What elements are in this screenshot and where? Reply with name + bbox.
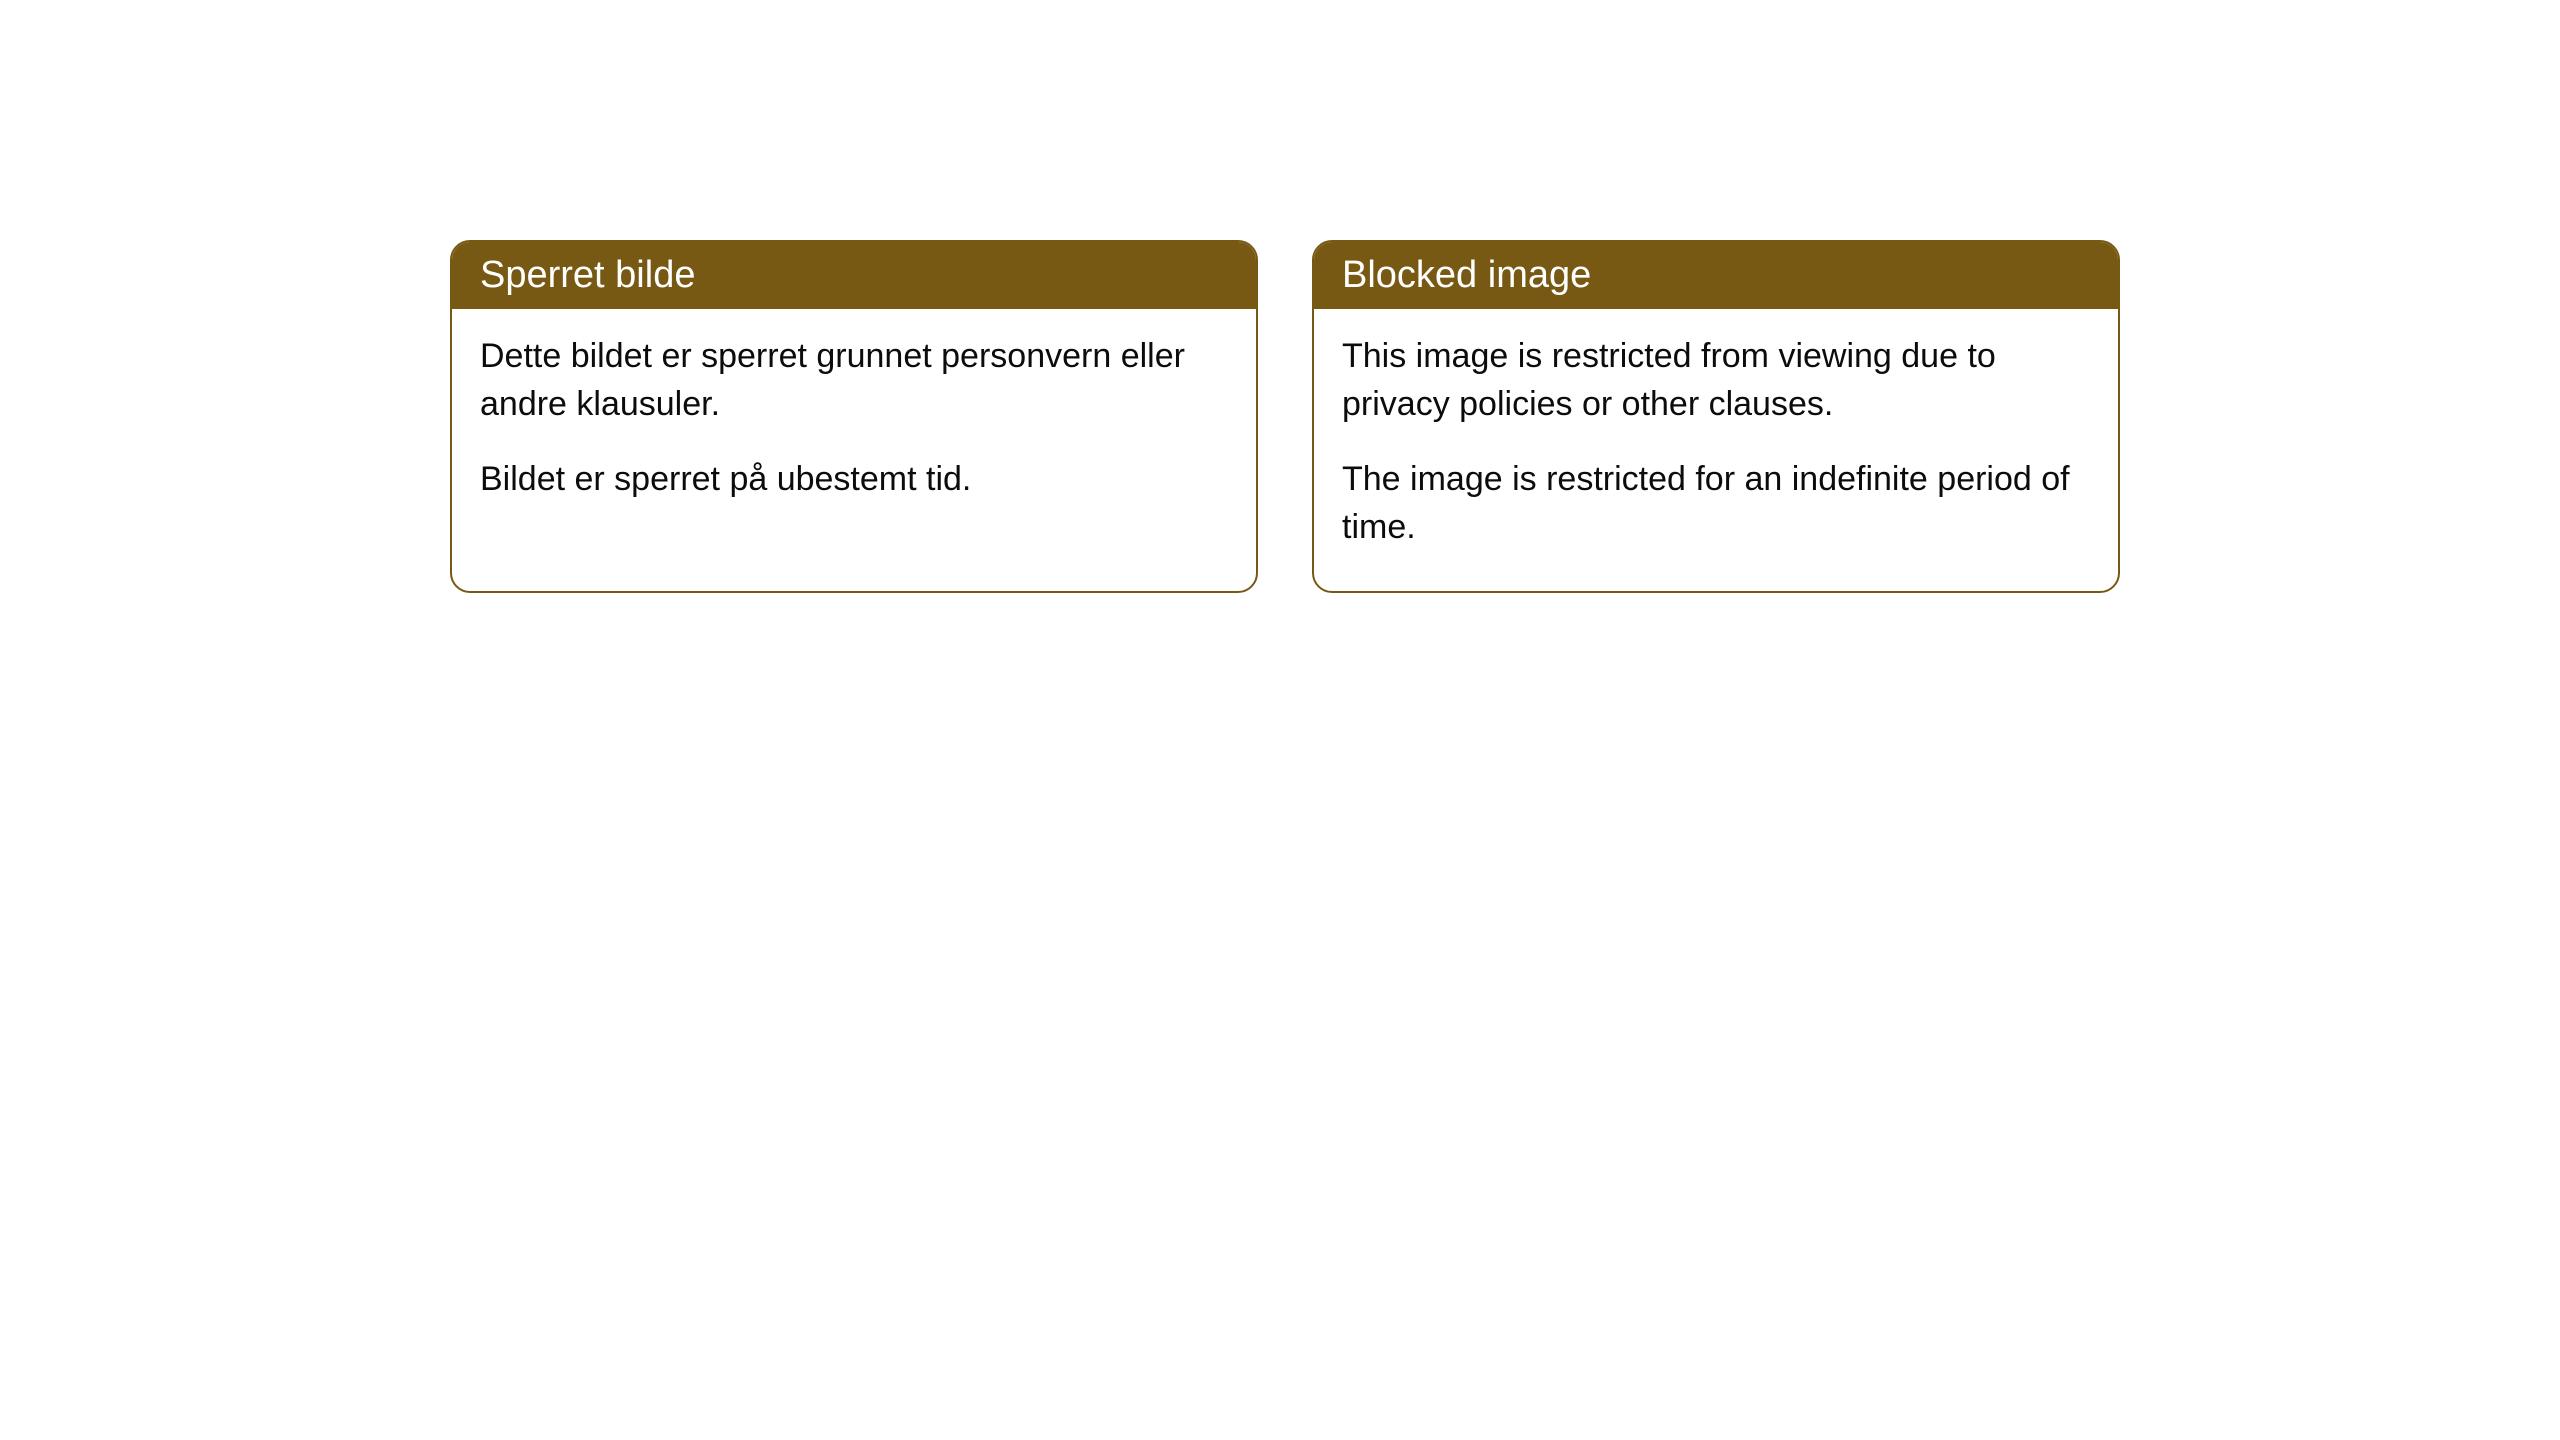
- card-body-english: This image is restricted from viewing du…: [1314, 309, 2118, 591]
- card-title: Sperret bilde: [480, 254, 695, 296]
- card-body-norwegian: Dette bildet er sperret grunnet personve…: [452, 309, 1256, 544]
- cards-container: Sperret bilde Dette bildet er sperret gr…: [450, 240, 2120, 593]
- card-paragraph-2: Bildet er sperret på ubestemt tid.: [480, 456, 1228, 504]
- card-header-norwegian: Sperret bilde: [452, 242, 1256, 309]
- card-paragraph-2: The image is restricted for an indefinit…: [1342, 456, 2090, 551]
- card-paragraph-1: Dette bildet er sperret grunnet personve…: [480, 333, 1228, 428]
- card-header-english: Blocked image: [1314, 242, 2118, 309]
- card-title: Blocked image: [1342, 254, 1591, 296]
- card-norwegian: Sperret bilde Dette bildet er sperret gr…: [450, 240, 1258, 593]
- card-english: Blocked image This image is restricted f…: [1312, 240, 2120, 593]
- card-paragraph-1: This image is restricted from viewing du…: [1342, 333, 2090, 428]
